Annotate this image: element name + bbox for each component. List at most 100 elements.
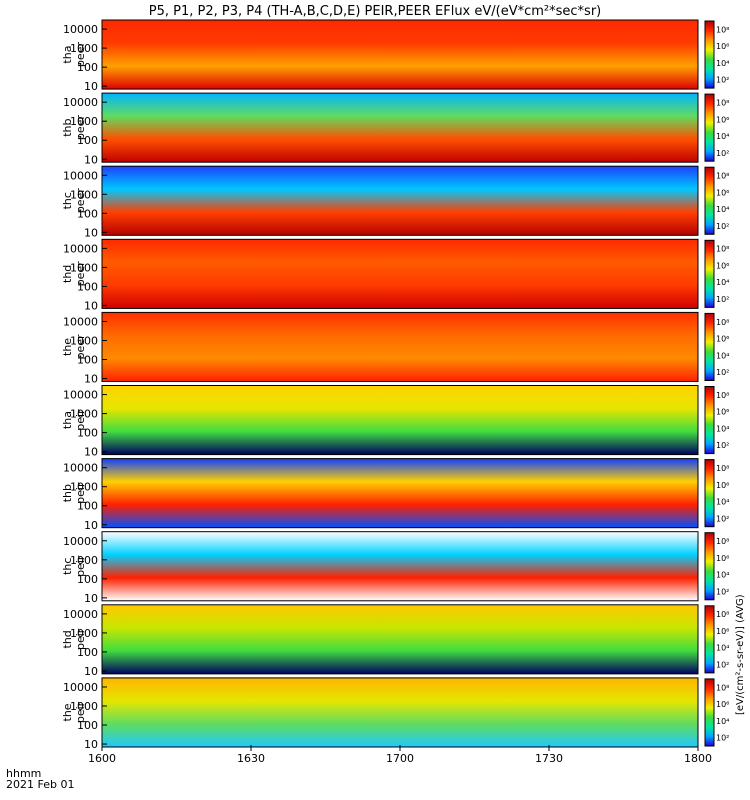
colorbar <box>704 239 715 308</box>
y-tick-label: 10 <box>84 226 98 239</box>
colorbar <box>704 532 715 601</box>
y-tick-label: 1000 <box>70 408 98 421</box>
x-tick-label: 1800 <box>684 752 712 765</box>
panel-label-instrument: peer <box>74 188 87 214</box>
panel-heatmap <box>102 166 698 236</box>
colorbar <box>704 386 715 455</box>
colorbar <box>704 459 715 528</box>
y-tick-label: 10000 <box>63 608 98 621</box>
y-tick-label: 10 <box>84 592 98 605</box>
colorbar-tick-label: 10⁶ <box>716 408 729 417</box>
y-tick-label: 10000 <box>63 96 98 109</box>
panel-label-instrument: peir <box>74 701 87 723</box>
panel-frame <box>101 165 699 236</box>
y-tick-label: 1000 <box>70 627 98 640</box>
y-tick-label: 1000 <box>70 261 98 274</box>
panel-heatmap <box>102 312 698 382</box>
colorbar-tick-label: 10² <box>716 295 729 304</box>
x-axis: 1600 1630 1700 1730 1800 <box>88 745 712 765</box>
panel-label-instrument: peer <box>74 334 87 360</box>
colorbar <box>704 312 715 381</box>
panel-frame <box>101 92 699 163</box>
colorbar-tick-label: 10² <box>716 514 729 523</box>
panel-label-probe: thd <box>61 630 74 648</box>
colorbar-tick-label: 10⁶ <box>716 700 729 709</box>
y-tick-label: 1000 <box>70 188 98 201</box>
colorbar-tick-label: 10⁸ <box>716 25 729 34</box>
y-tick-label: 10000 <box>63 315 98 328</box>
panel-frame <box>101 604 699 675</box>
colorbar <box>704 678 715 747</box>
y-tick-label: 10 <box>84 738 98 751</box>
panel-label-probe: tha <box>61 46 74 64</box>
y-tick-label: 10 <box>84 665 98 678</box>
colorbar-tick-label: 10⁴ <box>716 59 729 68</box>
colorbar-tick-label: 10⁶ <box>716 554 729 563</box>
y-tick-label: 100 <box>77 646 98 659</box>
x-tick-label: 1700 <box>386 752 414 765</box>
y-tick-label: 1000 <box>70 481 98 494</box>
colorbar-tick-label: 10² <box>716 734 729 743</box>
panel-heatmap <box>102 239 698 309</box>
y-tick-label: 1000 <box>70 335 98 348</box>
y-tick-label: 100 <box>77 280 98 293</box>
colorbar-tick-label: 10² <box>716 368 729 377</box>
spectrogram-panel: 10000 1000 100 10 tha peer 10² 10⁴ 10⁶ 10⁸ <box>61 19 729 93</box>
panel-heatmap <box>102 458 698 528</box>
colorbar-tick-label: 10⁶ <box>716 188 729 197</box>
y-tick-label: 100 <box>77 134 98 147</box>
colorbar-tick-label: 10⁸ <box>716 683 729 692</box>
y-tick-label: 1000 <box>70 554 98 567</box>
panel-heatmap <box>102 677 698 747</box>
y-tick-label: 10000 <box>63 535 98 548</box>
y-tick-label: 10000 <box>63 242 98 255</box>
panel-label-probe: thc <box>61 558 74 575</box>
colorbar-tick-label: 10⁴ <box>716 351 729 360</box>
spectrogram-panel: 10000 1000 100 10 thb peer 10² 10⁴ 10⁶ 10⁸ <box>61 92 729 166</box>
colorbar-tick-label: 10⁶ <box>716 335 729 344</box>
panel-frame <box>101 531 699 602</box>
panel-label-probe: tha <box>61 411 74 429</box>
colorbar-tick-label: 10² <box>716 222 729 231</box>
y-tick-label: 100 <box>77 354 98 367</box>
footer-time-label: hhmm <box>6 767 42 780</box>
colorbar-tick-label: 10⁴ <box>716 205 729 214</box>
panel-heatmap <box>102 385 698 455</box>
y-tick-label: 1000 <box>70 700 98 713</box>
x-tick-label: 1730 <box>535 752 563 765</box>
panel-label-probe: the <box>61 703 74 721</box>
spectrogram-panel: 10000 1000 100 10 thb peir 10² 10⁴ 10⁶ 10⁸ <box>61 458 729 532</box>
y-tick-label: 10 <box>84 373 98 386</box>
spectrogram-panel: 10000 1000 100 10 tha peir 10² 10⁴ 10⁶ 10⁸ <box>61 385 729 459</box>
panel-frame <box>101 385 699 456</box>
panel-heatmap <box>102 20 698 90</box>
colorbar-tick-label: 10⁶ <box>716 261 729 270</box>
footer-date-label: 2021 Feb 01 <box>6 778 75 791</box>
panel-label-probe: thb <box>61 484 74 502</box>
y-tick-label: 100 <box>77 573 98 586</box>
colorbar-tick-label: 10⁴ <box>716 278 729 287</box>
y-tick-label: 10 <box>84 153 98 166</box>
colorbar-tick-label: 10⁶ <box>716 42 729 51</box>
y-tick-label: 10 <box>84 299 98 312</box>
y-tick-label: 10 <box>84 446 98 459</box>
spectrogram-panel: 10000 1000 100 10 thd peer 10² 10⁴ 10⁶ 10⁸ <box>61 238 729 312</box>
spectrogram-panel: 10000 1000 100 10 the peir 10² 10⁴ 10⁶ 10⁸ <box>61 677 729 751</box>
colorbar-tick-label: 10² <box>716 76 729 85</box>
colorbar-tick-label: 10⁸ <box>716 172 729 181</box>
colorbar <box>704 20 715 89</box>
y-tick-label: 100 <box>77 61 98 74</box>
y-tick-label: 1000 <box>70 115 98 128</box>
spectrogram-panel: 10000 1000 100 10 the peer 10² 10⁴ 10⁶ 10⁸ <box>61 311 729 386</box>
spectrogram-panel: 10000 1000 100 10 thc peer 10² 10⁴ 10⁶ 10⁸ <box>61 165 729 239</box>
colorbar-tick-label: 10⁶ <box>716 627 729 636</box>
panel-label-instrument: peir <box>74 482 87 504</box>
y-tick-label: 100 <box>77 427 98 440</box>
x-tick-label: 1600 <box>88 752 116 765</box>
y-tick-label: 100 <box>77 207 98 220</box>
figure-title: P5, P1, P2, P3, P4 (TH-A,B,C,D,E) PEIR,P… <box>149 4 602 19</box>
colorbar-tick-label: 10⁴ <box>716 132 729 141</box>
colorbar-tick-label: 10⁴ <box>716 644 729 653</box>
panel-heatmap <box>102 604 698 674</box>
